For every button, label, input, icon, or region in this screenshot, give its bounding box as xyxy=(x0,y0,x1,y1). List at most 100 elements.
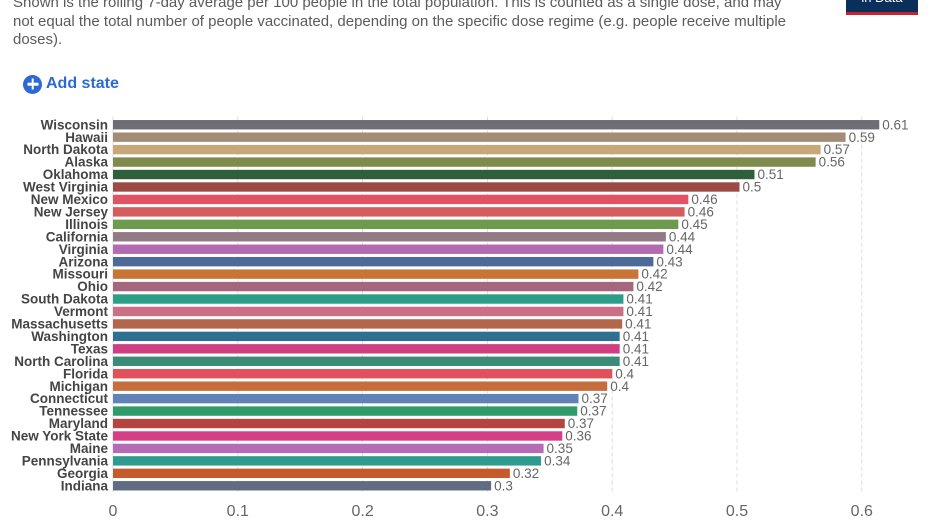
bar xyxy=(113,157,816,167)
category-label: North Carolina xyxy=(14,354,108,369)
x-tick-label: 0.3 xyxy=(476,503,498,520)
bar xyxy=(113,481,492,491)
value-label: 0.51 xyxy=(757,167,783,182)
category-label: Virginia xyxy=(59,242,109,257)
value-label: 0.41 xyxy=(625,317,651,332)
bar xyxy=(113,381,608,391)
bar xyxy=(113,144,821,155)
category-label: North Dakota xyxy=(23,142,108,157)
category-label: Maine xyxy=(70,441,109,456)
bar xyxy=(113,232,666,242)
category-label: New Jersey xyxy=(34,204,109,219)
bar xyxy=(113,281,634,292)
bar xyxy=(113,120,880,130)
value-label: 0.44 xyxy=(669,229,696,244)
x-tick-label: 0.5 xyxy=(726,503,748,520)
category-label: Connecticut xyxy=(30,391,109,406)
category-label: Wisconsin xyxy=(41,117,108,132)
bar xyxy=(113,443,544,454)
category-label: Massachusetts xyxy=(11,317,108,332)
value-label: 0.41 xyxy=(623,329,649,344)
bar xyxy=(113,194,689,205)
add-state-label: Add state xyxy=(46,75,119,92)
x-tick-label: 0.4 xyxy=(601,503,623,520)
bar xyxy=(113,169,755,180)
category-label: Pennsylvania xyxy=(22,453,109,468)
category-label: Michigan xyxy=(49,379,108,394)
value-label: 0.61 xyxy=(882,117,908,132)
bar xyxy=(113,418,565,429)
bar xyxy=(113,356,620,366)
bar xyxy=(113,319,623,329)
x-tick-label: 0.6 xyxy=(851,503,873,520)
value-label: 0.41 xyxy=(626,304,652,319)
value-label: 0.43 xyxy=(656,254,682,269)
x-tick-label: 0.2 xyxy=(351,503,373,520)
value-label: 0.41 xyxy=(626,292,652,307)
value-label: 0.42 xyxy=(641,267,667,282)
value-label: 0.45 xyxy=(681,217,707,232)
bar xyxy=(113,344,620,354)
bar xyxy=(113,269,639,279)
x-tick-label: 0.1 xyxy=(227,503,249,520)
value-label: 0.42 xyxy=(636,279,662,294)
bar xyxy=(113,132,846,142)
value-label: 0.46 xyxy=(688,204,714,219)
value-label: 0.57 xyxy=(824,142,850,157)
category-label: Missouri xyxy=(52,267,108,282)
value-label: 0.36 xyxy=(565,429,591,444)
value-label: 0.37 xyxy=(582,391,608,406)
category-label: South Dakota xyxy=(21,292,108,307)
value-label: 0.59 xyxy=(849,130,875,145)
bar xyxy=(113,219,679,230)
value-label: 0.37 xyxy=(568,416,594,431)
bar xyxy=(113,306,624,317)
bar xyxy=(113,406,578,416)
category-label: Tennessee xyxy=(39,404,108,419)
value-label: 0.56 xyxy=(819,155,845,170)
value-label: 0.41 xyxy=(623,354,649,369)
value-label: 0.5 xyxy=(742,180,761,195)
bar xyxy=(113,256,654,267)
value-label: 0.35 xyxy=(547,441,573,456)
category-label: Oklahoma xyxy=(43,167,109,182)
bar xyxy=(113,331,620,342)
bar xyxy=(113,468,510,479)
value-label: 0.3 xyxy=(494,478,513,493)
category-label: Georgia xyxy=(57,466,109,481)
our-world-in-data-logo[interactable]: in Data xyxy=(846,0,918,15)
bar xyxy=(113,207,685,217)
category-label: New Mexico xyxy=(31,192,108,207)
category-label: Ohio xyxy=(77,279,108,294)
category-label: Washington xyxy=(31,329,108,344)
bar xyxy=(113,182,740,192)
bar xyxy=(113,244,664,254)
value-label: 0.32 xyxy=(513,466,539,481)
category-label: California xyxy=(46,229,109,244)
category-label: Florida xyxy=(63,366,108,381)
category-label: Hawaii xyxy=(65,130,108,145)
category-label: Arizona xyxy=(58,254,108,269)
category-label: Illinois xyxy=(65,217,108,232)
plus-circle-icon xyxy=(23,74,42,94)
category-label: Vermont xyxy=(54,304,109,319)
category-label: Texas xyxy=(71,341,108,356)
value-label: 0.37 xyxy=(580,404,606,419)
value-label: 0.4 xyxy=(610,379,629,394)
category-label: West Virginia xyxy=(23,180,109,195)
value-label: 0.34 xyxy=(544,453,571,468)
value-label: 0.4 xyxy=(615,366,634,381)
value-label: 0.41 xyxy=(623,341,649,356)
bar xyxy=(113,294,624,304)
add-state-button[interactable]: Add state xyxy=(23,73,119,95)
category-label: Indiana xyxy=(61,478,109,493)
category-label: Alaska xyxy=(64,155,108,170)
bar xyxy=(113,393,579,404)
value-label: 0.46 xyxy=(691,192,717,207)
bar xyxy=(113,456,542,466)
chart-subtitle: Shown is the rolling 7-day average per 1… xyxy=(13,0,786,48)
value-label: 0.44 xyxy=(666,242,693,257)
bar xyxy=(113,369,613,379)
bar xyxy=(113,431,563,441)
